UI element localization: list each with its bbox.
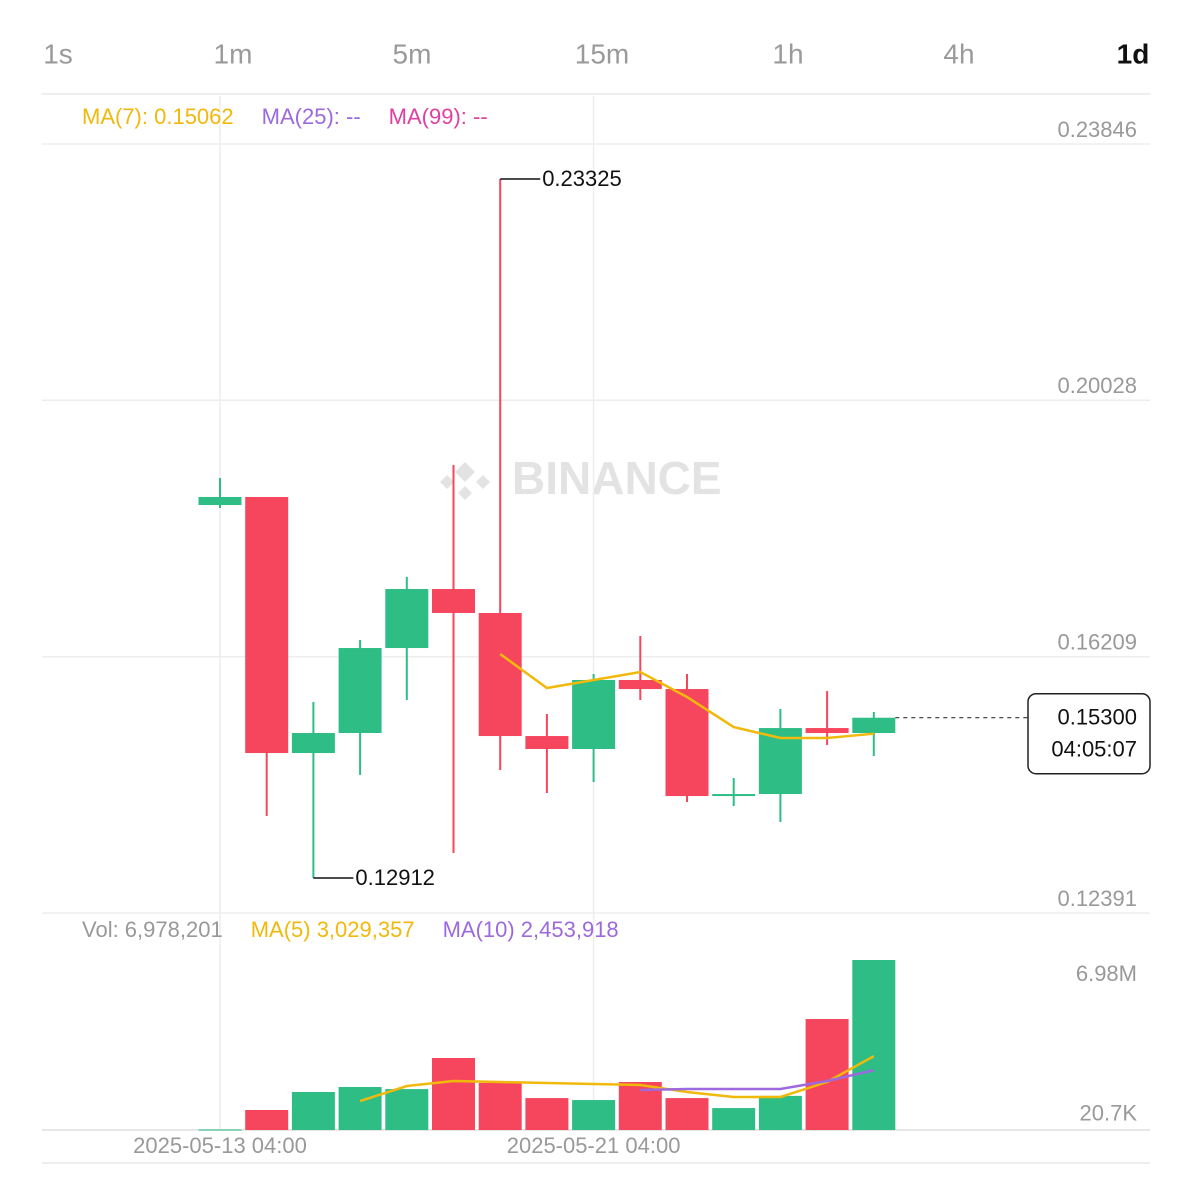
volume-bar: [338, 1087, 382, 1130]
candle-body: [198, 496, 242, 506]
x-tick-label: 2025-05-13 04:00: [133, 1133, 307, 1158]
ma-legend: MA(99): --: [389, 104, 488, 129]
ma-legend: MA(7): 0.15062: [82, 104, 234, 129]
volume-tick-label: 20.7K: [1080, 1100, 1138, 1125]
volume-bar: [852, 960, 896, 1130]
volume-bar: [291, 1091, 335, 1130]
timeframe-tab[interactable]: 1d: [1117, 38, 1150, 69]
volume-legend: Vol: 6,978,201: [82, 917, 223, 942]
candle-body: [712, 794, 756, 797]
high-label: 0.23325: [542, 166, 622, 191]
timeframe-tab[interactable]: 1m: [214, 38, 253, 69]
volume-bar: [712, 1108, 756, 1130]
volume-legend: MA(5) 3,029,357: [251, 917, 415, 942]
countdown: 04:05:07: [1051, 737, 1137, 762]
volume-bar: [665, 1098, 709, 1130]
low-label: 0.12912: [355, 865, 435, 890]
candle-body: [852, 717, 896, 734]
candle-body: [525, 736, 569, 749]
y-tick-label: 0.12391: [1057, 886, 1137, 911]
watermark-logo: [440, 462, 490, 500]
candle-body: [385, 589, 429, 649]
timeframe-tab[interactable]: 4h: [943, 38, 974, 69]
volume-ma10-line: [640, 1069, 875, 1092]
ma-legend: MA(25): --: [262, 104, 361, 129]
volume-bar: [198, 1129, 242, 1131]
volume-bar: [432, 1058, 475, 1130]
last-price-box: [1027, 692, 1151, 775]
candle-body: [245, 496, 289, 754]
y-tick-label: 0.20028: [1057, 373, 1137, 398]
volume-ma5-line: [359, 1055, 875, 1103]
last-price-label: 0.15300: [1057, 705, 1137, 730]
timeframe-tab[interactable]: 5m: [393, 38, 432, 69]
candle-body: [572, 679, 616, 749]
candle-body: [338, 648, 382, 734]
ma7-line: [499, 652, 874, 740]
volume-bar: [478, 1082, 522, 1130]
volume-bar: [572, 1100, 616, 1130]
volume-legend: MA(10) 2,453,918: [443, 917, 619, 942]
volume-bar: [385, 1089, 429, 1130]
timeframe-tab[interactable]: 1s: [43, 38, 73, 69]
watermark: BINANCE: [512, 452, 722, 504]
candle-body: [805, 728, 849, 734]
y-tick-label: 0.23846: [1057, 117, 1137, 142]
candle-body: [291, 733, 335, 754]
candle-body: [665, 689, 709, 797]
volume-bar: [245, 1109, 289, 1130]
candle-body: [478, 612, 522, 737]
candle-body: [618, 679, 662, 690]
y-tick-label: 0.16209: [1057, 630, 1137, 655]
volume-bar: [525, 1098, 569, 1130]
timeframe-tab[interactable]: 15m: [575, 38, 629, 69]
candle-body: [432, 589, 475, 613]
x-tick-label: 2025-05-21 04:00: [507, 1133, 681, 1158]
volume-tick-label: 6.98M: [1076, 961, 1137, 986]
volume-bar: [758, 1095, 802, 1130]
timeframe-tab[interactable]: 1h: [772, 38, 803, 69]
